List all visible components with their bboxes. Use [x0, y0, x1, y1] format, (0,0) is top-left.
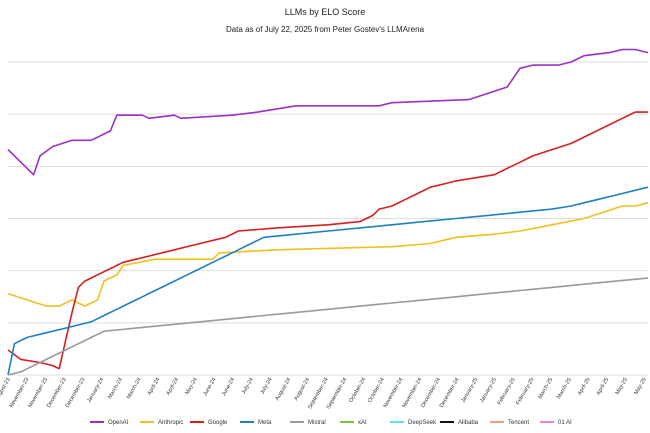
legend-label: Meta — [258, 420, 272, 426]
x-tick-label: April-24 — [147, 377, 162, 396]
x-tick-label: January-25 — [460, 377, 479, 404]
x-tick-label: October-24 — [348, 377, 367, 404]
x-tick-label: December-23 — [46, 377, 68, 409]
legend-item: Meta — [240, 420, 272, 426]
legend: OpenAI Anthropic Google Meta Mistral xAI DeepS… — [90, 420, 572, 426]
x-tick-label: June-24 — [202, 377, 217, 397]
x-tick-label: April-24 — [165, 377, 180, 396]
x-tick-label: August-24 — [293, 377, 311, 402]
chart-title: LLMs by ELO Score — [285, 7, 366, 17]
x-tick-label: January-24 — [86, 377, 105, 404]
series-line-google — [7, 111, 648, 370]
x-tick-label: February-25 — [497, 377, 517, 406]
legend-label: Mistral — [308, 420, 326, 426]
legend-item: DeepSeek — [390, 420, 437, 426]
legend-label: OpenAI — [108, 420, 129, 426]
legend-label: 01 AI — [558, 420, 572, 426]
legend-item: Mistral — [290, 420, 326, 426]
x-tick-label: November-24 — [383, 377, 405, 409]
x-tick-label: May-24 — [184, 377, 198, 396]
x-tick-label: November-23 — [27, 377, 49, 409]
legend-item: Alibaba — [440, 420, 479, 426]
x-tick-label: December-24 — [420, 377, 442, 409]
x-tick-label: August-24 — [275, 377, 293, 402]
x-tick-label: March-24 — [107, 377, 124, 400]
x-tick-label: January-25 — [479, 377, 498, 404]
x-tick-label: July-24 — [260, 377, 274, 395]
series-line-openai — [7, 48, 649, 176]
series-line-mistral — [7, 277, 649, 376]
series-line-meta — [7, 186, 649, 376]
grid — [8, 61, 648, 376]
legend-item: Anthropic — [140, 420, 183, 426]
x-tick-label: February-25 — [515, 377, 535, 406]
x-tick-label: March-25 — [556, 377, 573, 400]
legend-label: Alibaba — [458, 420, 479, 426]
series-layer — [7, 48, 649, 376]
x-tick-label: April-25 — [577, 377, 592, 396]
legend-item: 01 AI — [540, 420, 572, 426]
legend-label: Google — [208, 420, 228, 426]
x-tick-label: November-24 — [401, 377, 423, 409]
x-tick-label: August-23 — [0, 377, 12, 402]
legend-label: Tencent — [508, 420, 529, 426]
x-tick-label: March-25 — [537, 377, 554, 400]
legend-item: Tencent — [490, 420, 529, 426]
x-tick-label: March-24 — [126, 377, 143, 400]
chart-subtitle: Data as of July 22, 2025 from Peter Gost… — [226, 25, 425, 34]
legend-label: xAI — [358, 420, 367, 426]
legend-item: xAI — [340, 420, 367, 426]
x-tick-label: April-25 — [596, 377, 611, 396]
x-tick-label: December-24 — [439, 377, 461, 409]
legend-label: Anthropic — [158, 420, 183, 426]
x-tick-label: July-24 — [241, 377, 255, 395]
x-tick-label: December-23 — [65, 377, 87, 409]
x-tick-label: June-24 — [221, 377, 236, 397]
legend-item: OpenAI — [90, 420, 129, 426]
x-tick-label: September-24 — [326, 377, 349, 410]
x-tick-label: May-25 — [615, 377, 629, 396]
legend-item: Google — [190, 420, 228, 426]
x-tick-label: May-25 — [633, 377, 647, 396]
x-tick-label: October-24 — [367, 377, 386, 404]
legend-label: DeepSeek — [408, 420, 437, 426]
x-axis: August-23November-23November-23December-… — [0, 377, 648, 410]
x-tick-label: November-23 — [9, 377, 31, 409]
